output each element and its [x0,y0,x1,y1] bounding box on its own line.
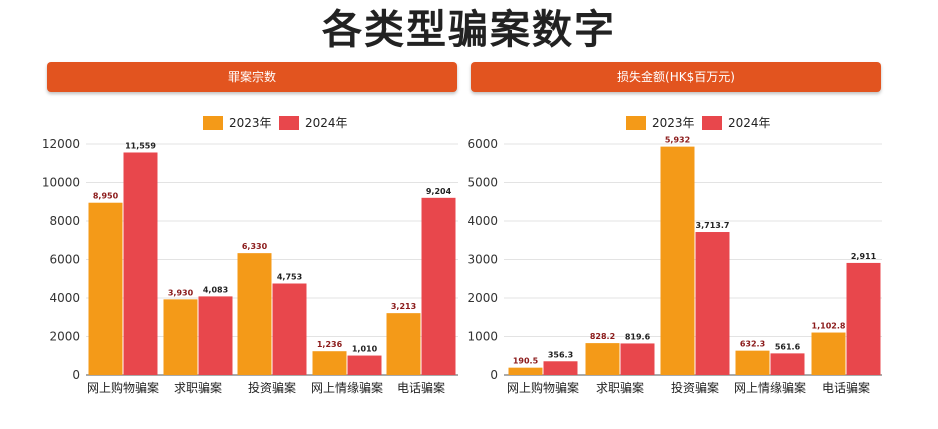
data-label: 5,932 [665,136,690,145]
x-category-label: 网上情缘骗案 [311,380,383,395]
data-label: 1,102.8 [812,322,846,331]
y-tick-label: 10000 [42,176,80,190]
data-label: 9,204 [426,187,452,196]
data-label: 828.2 [590,332,615,341]
y-tick-label: 0 [490,368,498,382]
bar-2023 [811,332,846,375]
legend-item-2023: 2023年 [203,114,272,131]
x-category-label: 电话骗案 [397,380,445,395]
page-title: 各类型骗案数字 [322,7,616,53]
data-label: 4,753 [277,273,302,282]
bar-2024 [347,355,382,375]
data-label: 1,010 [352,345,378,354]
bar-2024 [695,232,730,375]
legend-swatch-2023 [626,115,646,130]
bar-2023 [312,351,347,375]
bar-2023 [660,146,695,375]
bar-2023 [237,253,272,375]
y-tick-label: 0 [72,368,80,382]
data-label: 190.5 [513,357,539,366]
bar-2024 [543,361,578,375]
data-label: 4,083 [203,285,228,294]
legend-item-2024: 2024年 [702,114,771,131]
data-label: 8,950 [93,192,119,201]
legend-label-2023: 2023年 [652,116,695,130]
bar-2023 [163,299,198,375]
chart-right-header: 损失金额(HK$百万元) [471,62,881,92]
data-label: 6,330 [242,242,268,251]
x-category-label: 网上情缘骗案 [734,380,806,395]
legend-label-2024: 2024年 [305,116,348,130]
data-label: 561.6 [775,342,801,351]
x-category-label: 求职骗案 [596,380,644,395]
x-category-label: 投资骗案 [671,380,719,395]
legend-swatch-2024 [279,115,299,130]
y-tick-label: 1000 [467,330,498,344]
y-tick-label: 2000 [49,330,80,344]
y-tick-label: 4000 [49,291,80,305]
legend-item-2024: 2024年 [279,114,348,131]
bar-2023 [585,343,620,375]
data-label: 632.3 [740,340,765,349]
legend-label-2024: 2024年 [728,116,771,130]
bar-2023 [735,350,770,375]
y-tick-label: 6000 [467,137,498,151]
chart-left-header: 罪案宗数 [47,62,457,92]
y-tick-label: 6000 [49,253,80,267]
data-label: 3,713.7 [696,221,730,230]
data-label: 356.3 [548,350,573,359]
bar-2023 [508,367,543,375]
y-tick-label: 8000 [49,214,80,228]
bar-2024 [770,353,805,375]
y-tick-label: 5000 [467,176,498,190]
bar-2024 [846,262,881,375]
x-category-label: 电话骗案 [822,380,870,395]
y-tick-label: 4000 [467,214,498,228]
data-label: 2,911 [851,252,877,261]
y-tick-label: 2000 [467,291,498,305]
data-label: 819.6 [625,332,651,341]
legend-swatch-2023 [203,115,223,130]
legend-swatch-2024 [702,115,722,130]
x-category-label: 求职骗案 [174,380,222,395]
x-category-label: 网上购物骗案 [87,380,159,395]
y-tick-label: 12000 [42,137,80,151]
bar-2024 [272,283,307,375]
y-tick-label: 3000 [467,253,498,267]
bar-2024 [123,152,158,375]
bar-2024 [421,197,456,375]
data-label: 1,236 [317,340,343,349]
legend-item-2023: 2023年 [626,114,695,131]
data-label: 11,559 [125,141,156,150]
bar-2023 [88,202,123,375]
x-category-label: 投资骗案 [248,380,296,395]
x-category-label: 网上购物骗案 [507,380,579,395]
bar-2023 [386,313,421,375]
data-label: 3,930 [168,288,194,297]
data-label: 3,213 [391,302,416,311]
bar-2024 [198,296,233,375]
bar-2024 [620,343,655,375]
legend-label-2023: 2023年 [229,116,272,130]
